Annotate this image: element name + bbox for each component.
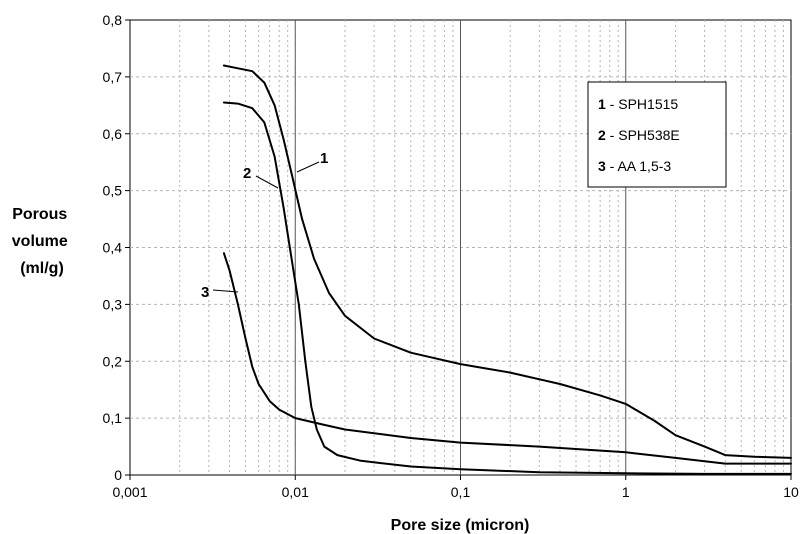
curve-label-2: 2 (243, 165, 251, 182)
legend: 1 - SPH1515 2 - SPH538E 3 - AA 1,5-3 (587, 81, 727, 188)
x-tick-label: 0,1 (451, 484, 471, 500)
y-tick-label: 0,6 (103, 126, 123, 142)
curve-label-1-group: 1 (296, 150, 328, 173)
y-tick-label: 0,3 (103, 296, 123, 312)
legend-entry-1: 1 - SPH1515 (598, 96, 678, 112)
leader-line-1 (296, 161, 320, 173)
x-axis-title: Pore size (micron) (391, 517, 530, 534)
y-tick-labels: 0 0,1 0,2 0,3 0,4 0,5 0,6 0,7 0,8 (103, 12, 130, 483)
legend-entry-2: 2 - SPH538E (598, 127, 680, 143)
x-tick-labels: 0,001 0,01 0,1 1 10 (112, 475, 799, 500)
y-tick-label: 0,5 (103, 183, 123, 199)
x-tick-label: 0,01 (282, 484, 309, 500)
y-tick-label: 0 (114, 467, 122, 483)
y-tick-label: 0,2 (103, 353, 123, 369)
y-axis-title: Porous volume (ml/g) (12, 206, 72, 277)
x-tick-label: 1 (622, 484, 630, 500)
curve-label-1: 1 (320, 150, 328, 167)
y-axis-title-line-2: volume (12, 233, 68, 250)
y-tick-label: 0,8 (103, 12, 123, 28)
series-line-3 (222, 252, 792, 465)
series-line-1 (222, 64, 792, 459)
series-lines (222, 64, 792, 475)
x-tick-label: 0,001 (112, 484, 147, 500)
curve-label-3: 3 (201, 284, 209, 301)
legend-entry-3: 3 - AA 1,5-3 (598, 158, 671, 174)
x-tick-label: 10 (783, 484, 799, 500)
series-line-2 (222, 101, 792, 475)
y-axis-title-line-1: Porous (12, 206, 67, 223)
legend-box (587, 81, 727, 188)
y-tick-label: 0,4 (103, 240, 123, 256)
curve-label-2-group: 2 (243, 165, 279, 189)
curve-label-3-group: 3 (201, 284, 239, 301)
leader-line-3 (212, 289, 239, 293)
leader-line-2 (255, 175, 279, 189)
y-tick-label: 0,7 (103, 69, 123, 85)
y-axis-title-line-3: (ml/g) (20, 260, 64, 277)
y-tick-label: 0,1 (103, 410, 123, 426)
